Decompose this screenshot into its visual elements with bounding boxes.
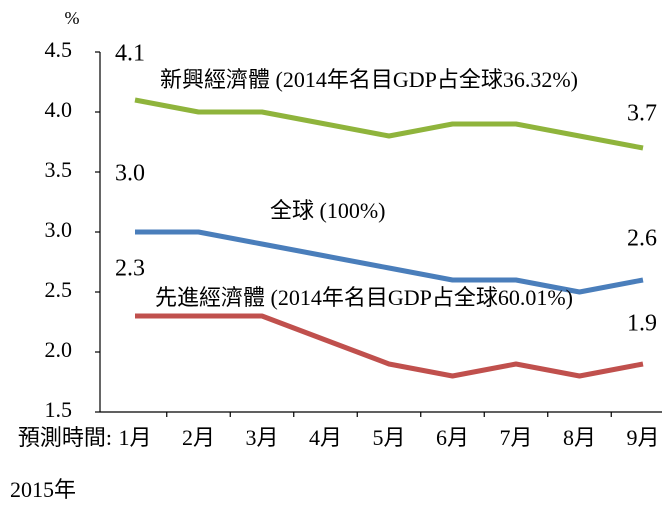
series-label: 先進經濟體 (2014年名目GDP占全球60.01%) xyxy=(155,285,573,310)
series-label: 全球 (100%) xyxy=(270,198,385,223)
x-note: 2015年 xyxy=(10,477,76,502)
series-line xyxy=(135,313,644,379)
data-label: 4.1 xyxy=(115,41,145,67)
x-tick-label: 4月 xyxy=(309,425,342,450)
y-tick-label: 1.5 xyxy=(45,397,73,422)
data-label: 3.0 xyxy=(115,161,145,187)
y-tick-label: 3.5 xyxy=(45,157,73,182)
y-tick-label: 2.0 xyxy=(45,337,73,362)
y-unit: % xyxy=(65,8,80,28)
x-tick-label: 1月 xyxy=(118,425,151,450)
x-tick-label: 5月 xyxy=(372,425,405,450)
data-label: 1.9 xyxy=(627,311,657,337)
data-label: 3.7 xyxy=(627,101,657,127)
y-tick-label: 3.0 xyxy=(45,217,73,242)
x-tick-label: 3月 xyxy=(245,425,278,450)
series-line xyxy=(135,229,644,295)
y-tick-label: 2.5 xyxy=(45,277,73,302)
series-label: 新興經濟體 (2014年名目GDP占全球36.32%) xyxy=(160,67,578,92)
y-tick-label: 4.0 xyxy=(45,97,73,122)
x-prefix: 預測時間: xyxy=(18,425,112,450)
x-tick-label: 9月 xyxy=(626,425,659,450)
y-tick-label: 4.5 xyxy=(45,37,73,62)
x-tick-label: 8月 xyxy=(563,425,596,450)
x-tick-label: 7月 xyxy=(499,425,532,450)
x-tick-label: 2月 xyxy=(182,425,215,450)
x-tick-label: 6月 xyxy=(436,425,469,450)
series-line xyxy=(134,97,644,151)
data-label: 2.6 xyxy=(627,226,657,252)
data-label: 2.3 xyxy=(115,256,145,282)
